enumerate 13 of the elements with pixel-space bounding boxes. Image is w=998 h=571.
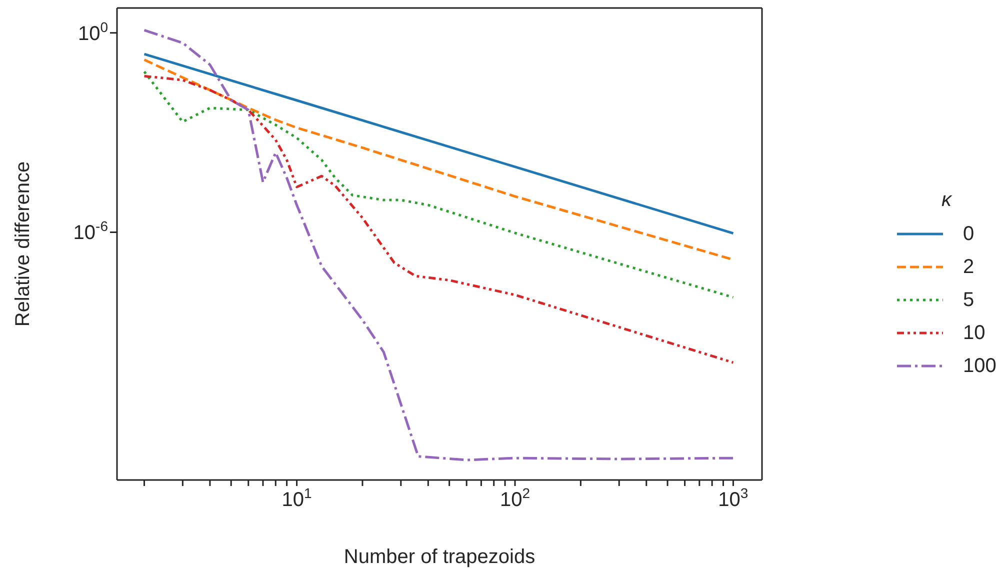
legend-label: 10 <box>963 322 986 344</box>
legend-label: 0 <box>963 222 974 246</box>
x-tick-label: 10$^{1}$ <box>282 485 312 511</box>
x-axis-title: Number of trapezoids <box>344 546 536 568</box>
x-tick-label: 10$^{3}$ <box>718 485 748 511</box>
legend-title: κ <box>940 188 953 212</box>
legend-label: 2 <box>963 256 974 278</box>
x-tick-label: 10$^{2}$ <box>500 485 530 511</box>
y-tick-label: 10$^{-6}$ <box>73 218 108 244</box>
y-axis-title: Relative difference <box>12 161 34 327</box>
legend-label: 100 <box>963 354 996 378</box>
y-tick-label: 10$^{0}$ <box>78 18 108 45</box>
legend-label: 5 <box>963 288 974 312</box>
